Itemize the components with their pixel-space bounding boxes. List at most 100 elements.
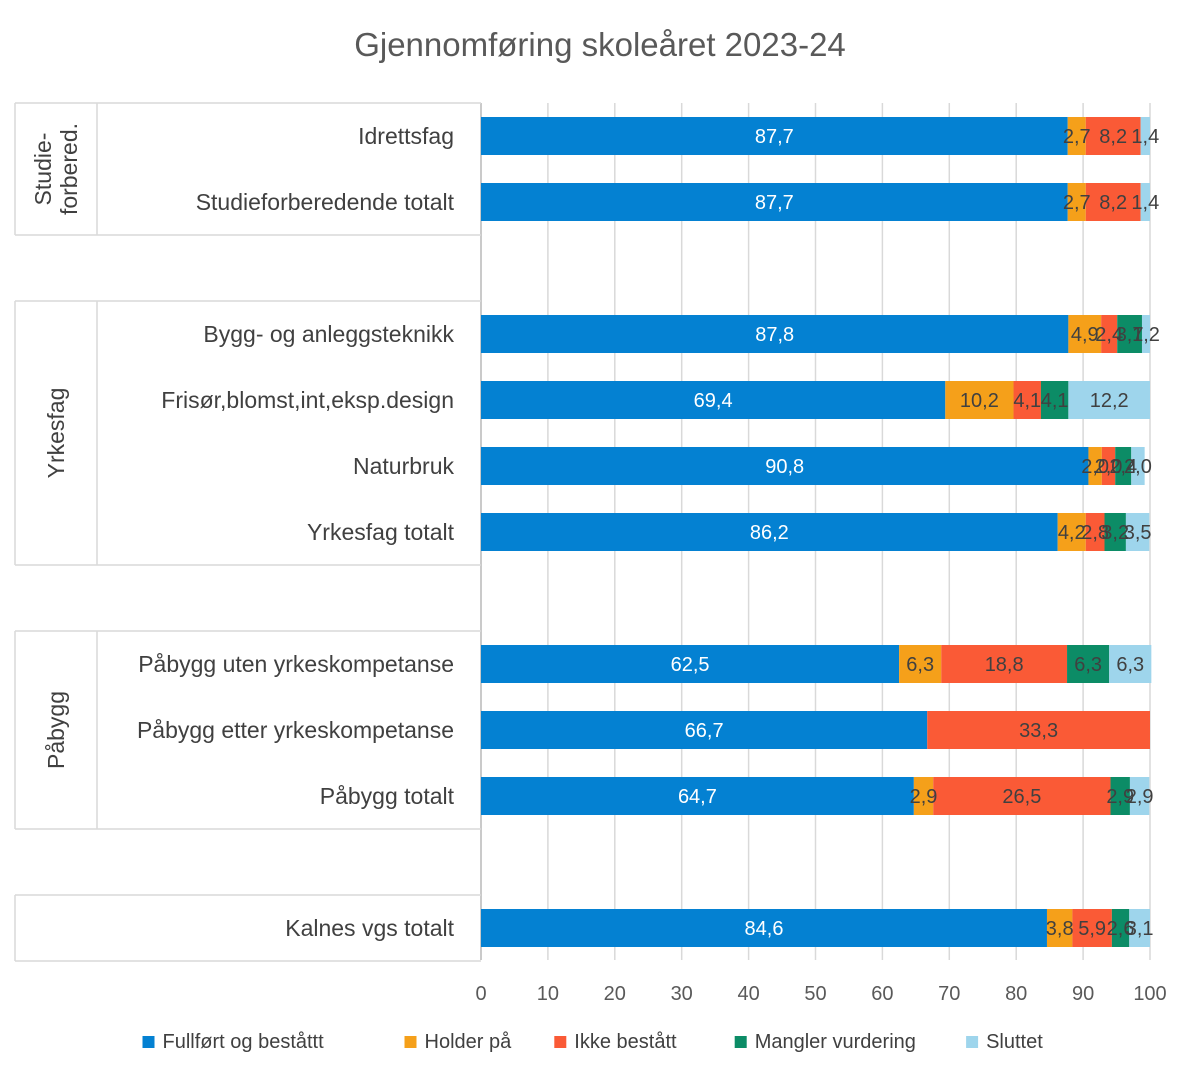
chart-title: Gjennomføring skoleåret 2023-24 [354, 26, 846, 63]
data-label: 2,9 [1126, 786, 1154, 808]
bar-segment [1088, 447, 1102, 485]
data-label: 62,5 [671, 654, 710, 676]
bar-segment [1101, 447, 1116, 485]
bar-segment [481, 381, 946, 419]
legend-swatch [966, 1036, 979, 1048]
bar-segment [913, 777, 934, 815]
x-tick-label: 0 [475, 983, 486, 1005]
data-label: 2,9 [1106, 786, 1134, 808]
legend-item: Holder på [404, 1031, 513, 1053]
data-label: 90,8 [765, 456, 804, 478]
bar-segment [1068, 381, 1150, 419]
bar-segment [1057, 513, 1086, 551]
bar-segment [481, 645, 900, 683]
bar-segment [481, 777, 914, 815]
data-label: 87,7 [755, 126, 794, 148]
x-tick-label: 50 [804, 983, 826, 1005]
bar-segment [899, 645, 942, 683]
bar-segment [1067, 645, 1110, 683]
data-label: 2,4 [1095, 324, 1123, 346]
data-label: 33,3 [1019, 720, 1058, 742]
category-frame [14, 102, 481, 962]
data-label: 2,0 [1095, 456, 1123, 478]
data-label: 4,2 [1058, 522, 1086, 544]
bar-segment [1131, 447, 1145, 485]
bar-segment [481, 117, 1068, 155]
category-label: Idrettsfag [358, 123, 454, 149]
data-label: 18,8 [985, 654, 1024, 676]
category-labels: Idrettsfag Studieforberedende totalt Bygg-… [137, 123, 455, 941]
data-label: 3,8 [1046, 918, 1074, 940]
data-label: 6,3 [1116, 654, 1144, 676]
group-label-line: Yrkesfag [43, 388, 69, 479]
data-label: 2,0 [1081, 456, 1109, 478]
data-label: 2,7 [1063, 192, 1091, 214]
x-tick-label: 20 [604, 983, 626, 1005]
legend-swatch [554, 1036, 567, 1048]
bar-segment [1013, 381, 1041, 419]
data-label: 5,9 [1078, 918, 1106, 940]
legend-label: Mangler vurdering [755, 1031, 916, 1053]
data-label: 1,2 [1132, 324, 1160, 346]
x-tick-label: 40 [737, 983, 759, 1005]
group-labels: Studie-forbered. Yrkesfag Påbygg [30, 123, 82, 769]
group-label: Yrkesfag [43, 388, 69, 479]
bar-segment [1046, 909, 1073, 947]
bar-segment [1040, 381, 1069, 419]
bar-segment [927, 711, 1150, 749]
bar-segment [941, 645, 1068, 683]
group-label-line: Påbygg [43, 691, 69, 769]
bar-segment [1140, 117, 1150, 155]
data-label: 1,4 [1131, 192, 1159, 214]
bar-segment [1140, 183, 1150, 221]
legend-label: Holder på [425, 1031, 513, 1053]
data-label: 86,2 [750, 522, 789, 544]
data-label: 2,8 [1081, 522, 1109, 544]
legend-swatch [404, 1036, 417, 1048]
category-label: Påbygg uten yrkeskompetanse [138, 651, 454, 677]
data-label: 10,2 [960, 390, 999, 412]
legend-item: Ikke bestått [554, 1031, 677, 1053]
data-label: 64,7 [678, 786, 717, 808]
data-label: 6,3 [906, 654, 934, 676]
category-label: Kalnes vgs totalt [285, 915, 454, 941]
group-label: Påbygg [43, 691, 69, 769]
legend-item: Mangler vurdering [734, 1031, 916, 1053]
bar-segment [481, 183, 1068, 221]
x-tick-label: 90 [1072, 983, 1094, 1005]
category-label: Bygg- og anleggsteknikk [203, 321, 454, 347]
data-label: 4,1 [1041, 390, 1069, 412]
bar-segment [1111, 909, 1130, 947]
bar-segment [1129, 777, 1150, 815]
bar-segment [1125, 513, 1150, 551]
x-axis-ticks: 0 10 20 30 40 50 60 70 80 90 100 [475, 983, 1166, 1005]
legend-swatch [142, 1036, 155, 1048]
bar-segment [1072, 909, 1112, 947]
data-label: 2,7 [1063, 126, 1091, 148]
data-label: 69,4 [694, 390, 733, 412]
category-label: Påbygg etter yrkeskompetanse [137, 717, 454, 743]
bar-segment [945, 381, 1014, 419]
category-label: Yrkesfag totalt [307, 519, 455, 545]
x-tick-label: 10 [537, 983, 559, 1005]
bar-segment [481, 909, 1047, 947]
legend-label: Fullført og beståttt [163, 1031, 325, 1053]
legend-label: Sluttet [986, 1031, 1043, 1053]
bar-segment [1085, 117, 1141, 155]
data-label: 3,5 [1124, 522, 1152, 544]
category-label: Frisør,blomst,int,eksp.design [161, 387, 454, 413]
data-label: 87,7 [755, 192, 794, 214]
bar-segment [481, 711, 928, 749]
data-label: 8,2 [1099, 126, 1127, 148]
x-tick-label: 100 [1133, 983, 1166, 1005]
bar-segment [481, 513, 1058, 551]
bar-segment [1085, 183, 1141, 221]
bar-segment [1085, 513, 1105, 551]
data-label: 3,2 [1101, 522, 1129, 544]
data-labels: 87,7 2,7 8,2 1,487,7 2,7 8,2 1,487,8 4,92,43,71… [671, 126, 1160, 940]
bar-segment [1101, 315, 1118, 353]
category-label: Påbygg totalt [320, 783, 455, 809]
category-label: Naturbruk [353, 453, 454, 479]
legend-item: Sluttet [966, 1031, 1043, 1053]
